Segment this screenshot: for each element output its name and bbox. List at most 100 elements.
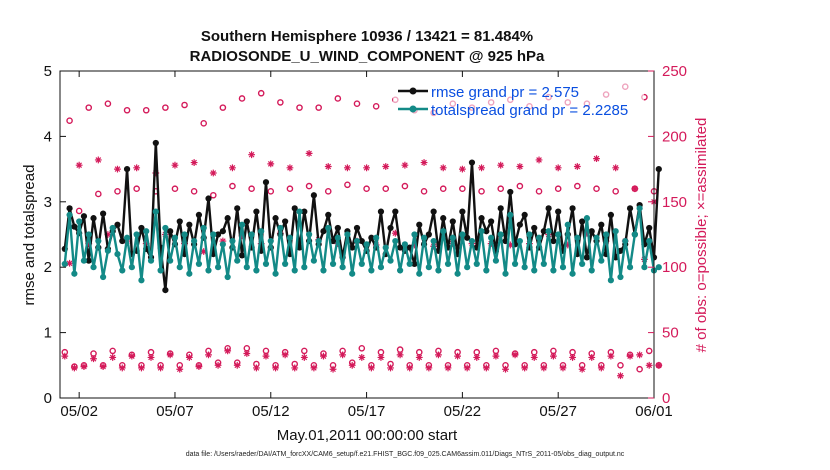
x-tick-label: 05/07	[156, 403, 194, 420]
assimilated-obs-point	[209, 169, 217, 177]
rmse-point	[449, 218, 456, 225]
assimilated-obs-point	[75, 161, 83, 169]
assimilated-obs-point	[267, 160, 275, 168]
totalspread-point	[90, 264, 97, 271]
possible-obs-point	[636, 365, 643, 373]
totalspread-point	[492, 257, 500, 264]
rmse-point	[358, 237, 365, 245]
rmse-point	[569, 205, 576, 212]
possible-obs-point	[574, 182, 581, 190]
assimilated-obs-point	[281, 351, 289, 359]
assimilated-obs-point	[190, 159, 198, 166]
assimilated-obs-point	[573, 163, 581, 170]
totalspread-point	[483, 267, 490, 274]
possible-obs-point	[109, 347, 116, 355]
totalspread-point	[454, 270, 461, 277]
x-tick-label: 05/12	[252, 403, 290, 420]
totalspread-point	[425, 264, 432, 271]
assimilated-obs-point	[439, 164, 447, 172]
possible-obs-point	[344, 181, 351, 189]
assimilated-obs-point	[612, 164, 620, 172]
possible-obs-point	[95, 190, 102, 198]
totalspread-point	[401, 241, 409, 248]
rmse-line	[63, 141, 660, 292]
rmse-point	[205, 195, 212, 202]
assimilated-obs-point	[291, 364, 299, 372]
rmse-point	[214, 231, 222, 238]
assimilated-obs-point	[344, 164, 351, 172]
assimilated-obs-point	[109, 354, 117, 361]
possible-obs-point	[305, 182, 313, 190]
totalspread-point	[205, 267, 212, 274]
totalspread-point	[181, 231, 188, 238]
rmse-point	[162, 286, 169, 294]
y-left-tick-label: 4	[44, 128, 52, 145]
possible-obs-point	[286, 185, 294, 193]
totalspread-point	[267, 237, 274, 245]
rmse-point	[262, 179, 270, 186]
assimilated-obs-point	[243, 350, 251, 357]
rmse-point	[488, 218, 495, 225]
rmse-point	[626, 205, 634, 212]
totalspread-point	[214, 264, 222, 271]
totalspread-point	[210, 231, 217, 238]
totalspread-point	[325, 224, 332, 232]
plot-area	[61, 83, 663, 380]
assimilated-obs-point	[185, 354, 193, 361]
assimilated-obs-point	[535, 156, 543, 164]
possible-obs-point	[396, 346, 404, 353]
assimilated-obs-point	[478, 164, 485, 172]
possible-obs-point	[142, 106, 150, 114]
totalspread-point	[95, 237, 102, 245]
rmse-point	[238, 252, 246, 259]
totalspread-point	[224, 273, 231, 281]
assimilated-obs-point	[382, 163, 390, 170]
possible-obs-point	[262, 347, 270, 355]
possible-obs-point	[200, 120, 208, 127]
totalspread-point	[100, 273, 107, 281]
rmse-point	[425, 231, 432, 238]
rmse-point	[291, 205, 298, 212]
totalspread-point	[507, 211, 514, 218]
possible-obs-point	[593, 185, 600, 193]
possible-obs-point	[248, 185, 255, 193]
totalspread-point	[435, 267, 442, 274]
assimilated-obs-point	[138, 364, 145, 372]
assimilated-obs-point	[540, 364, 548, 372]
assimilated-obs-point	[195, 363, 203, 371]
assimilated-obs-point	[166, 351, 174, 359]
assimilated-obs-point	[411, 241, 418, 249]
totalspread-point	[76, 218, 83, 225]
assimilated-obs-point	[564, 241, 572, 249]
possible-obs-point	[315, 104, 322, 111]
totalspread-point	[430, 237, 437, 245]
totalspread-point	[61, 260, 68, 268]
assimilated-obs-point	[320, 352, 327, 360]
rmse-point	[114, 221, 121, 228]
legend-frame	[393, 80, 644, 122]
possible-obs-point	[123, 106, 131, 114]
totalspread-point	[526, 231, 533, 238]
assimilated-obs-point	[99, 363, 107, 371]
assimilated-obs-point	[157, 364, 164, 372]
x-tick-label: 05/22	[444, 403, 482, 420]
rmse-point	[349, 244, 356, 251]
rmse-point	[550, 237, 557, 245]
totalspread-point	[502, 270, 509, 277]
assimilated-obs-point	[502, 365, 509, 373]
assimilated-obs-point	[348, 361, 356, 369]
rmse-point	[579, 218, 586, 225]
totalspread-point	[301, 264, 308, 271]
assimilated-obs-point	[272, 364, 279, 372]
assimilated-obs-point	[147, 354, 155, 361]
possible-obs-point	[382, 185, 390, 193]
assimilated-obs-point	[578, 365, 586, 373]
rmse-point	[392, 208, 399, 215]
totalspread-point	[162, 224, 169, 232]
possible-obs-point	[324, 188, 332, 195]
rmse-point	[186, 221, 193, 228]
assimilated-obs-point	[645, 361, 653, 369]
rmse-point	[71, 223, 78, 230]
possible-obs-point	[353, 100, 361, 107]
legend-marker-rmse	[409, 87, 417, 95]
